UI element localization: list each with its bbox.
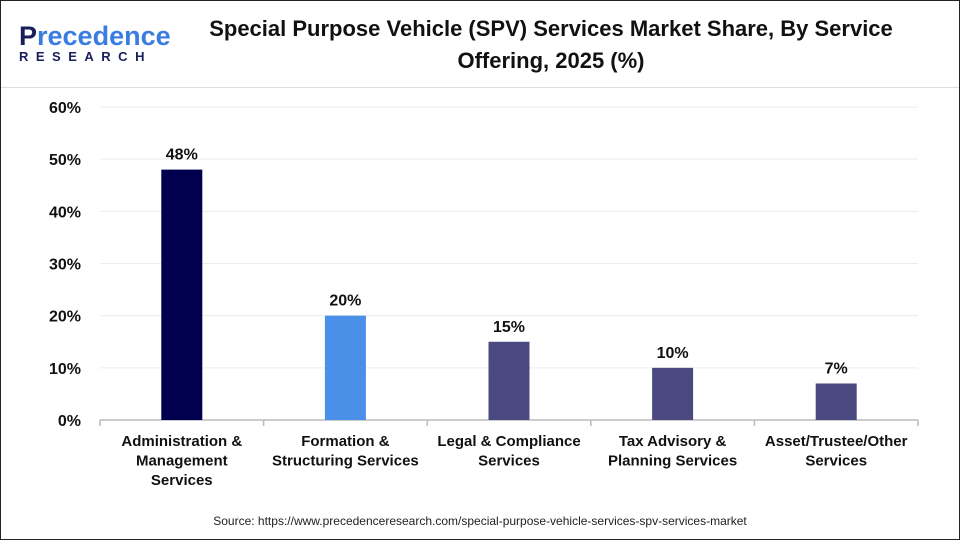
chart-title: Special Purpose Vehicle (SPV) Services M…	[209, 16, 893, 73]
y-tick-label: 50%	[49, 152, 81, 169]
data-label: 20%	[329, 293, 361, 310]
header-divider	[1, 87, 959, 88]
data-label: 10%	[657, 345, 689, 362]
precedence-research-logo: Precedence RESEARCH	[19, 23, 171, 65]
y-tick-label: 30%	[49, 257, 81, 274]
x-tick-label: Planning Services	[608, 453, 737, 470]
x-tick-label: Tax Advisory &	[619, 433, 727, 450]
x-tick-label: Structuring Services	[272, 453, 419, 470]
logo-line2: RESEARCH	[19, 49, 152, 64]
logo-line1: Precedence	[19, 21, 171, 51]
y-tick-label: 10%	[49, 361, 81, 378]
source-text: Source: https://www.precedenceresearch.c…	[213, 514, 747, 528]
x-tick-label: Management	[136, 453, 228, 470]
x-tick-label: Services	[151, 472, 213, 489]
y-tick-label: 40%	[49, 204, 81, 221]
bar	[815, 383, 857, 420]
data-label: 48%	[166, 147, 198, 164]
x-tick-label: Legal & Compliance	[437, 433, 580, 450]
y-tick-label: 60%	[49, 100, 81, 117]
y-tick-label: 0%	[58, 413, 81, 430]
data-label: 15%	[493, 319, 525, 336]
bar	[488, 341, 530, 420]
x-tick-label: Administration &	[121, 433, 242, 450]
data-label: 7%	[825, 360, 848, 377]
y-tick-label: 20%	[49, 309, 81, 326]
x-tick-label: Formation &	[301, 433, 389, 450]
x-tick-label: Services	[478, 453, 540, 470]
bar	[652, 367, 694, 420]
bar	[324, 315, 366, 420]
x-tick-label: Asset/Trustee/Other	[765, 433, 908, 450]
bar	[161, 169, 203, 420]
x-tick-label: Services	[805, 453, 867, 470]
